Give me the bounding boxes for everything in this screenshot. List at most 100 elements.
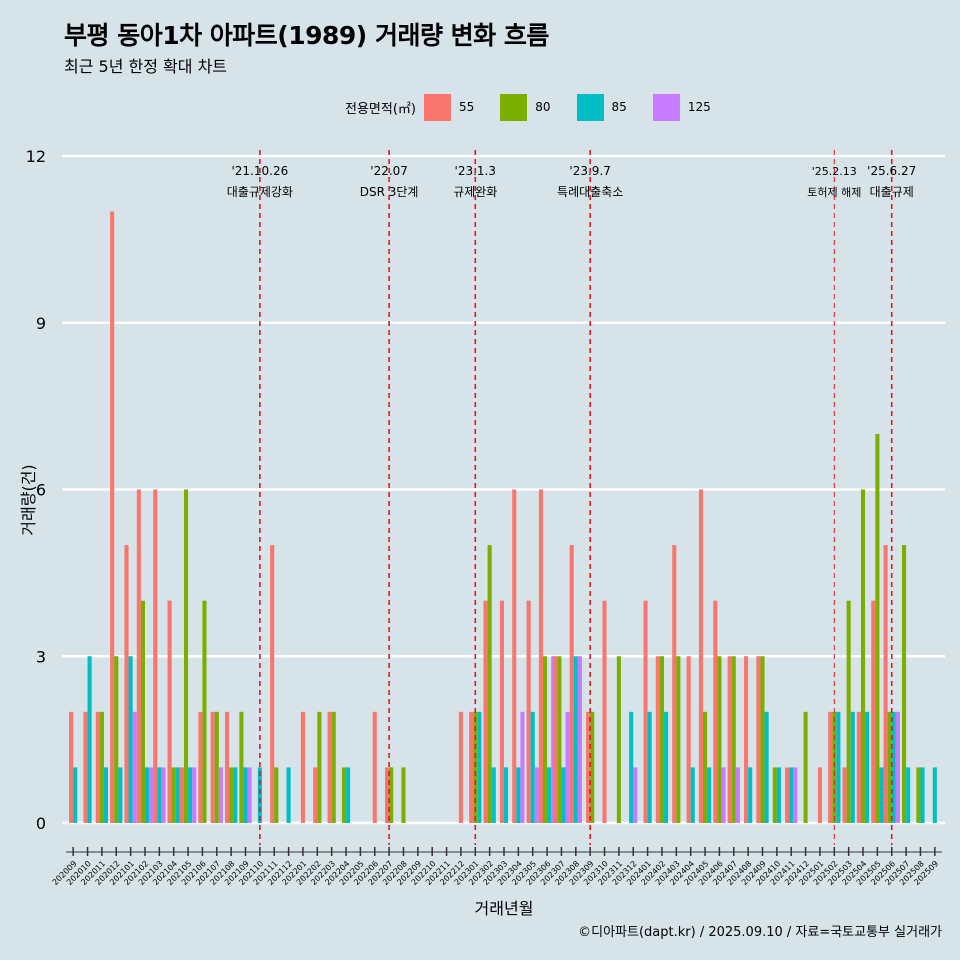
bar bbox=[247, 767, 252, 823]
bar bbox=[487, 545, 492, 823]
bar bbox=[602, 600, 607, 823]
legend-label-125: 125 bbox=[687, 100, 711, 114]
event-date-3: '23.9.7 bbox=[569, 164, 610, 178]
bar bbox=[676, 656, 681, 823]
bar bbox=[920, 767, 925, 823]
bar bbox=[136, 489, 141, 823]
bar bbox=[860, 489, 866, 823]
bar bbox=[99, 711, 104, 823]
bar bbox=[73, 767, 78, 823]
bar bbox=[573, 656, 578, 823]
bar bbox=[233, 767, 238, 823]
bar bbox=[504, 767, 509, 823]
bar bbox=[883, 545, 888, 823]
bar bbox=[69, 711, 74, 823]
caption: ©디아파트(dapt.kr) / 2025.09.10 / 자료=국토교통부 실… bbox=[578, 925, 942, 940]
bar bbox=[916, 767, 921, 823]
y-axis-title: 거래량(건) bbox=[19, 464, 38, 535]
bar bbox=[664, 711, 669, 823]
bar bbox=[183, 489, 189, 823]
bar bbox=[731, 656, 736, 823]
bar bbox=[286, 767, 291, 823]
bar bbox=[836, 711, 841, 823]
event-date-4: '25.2.13 bbox=[812, 165, 857, 178]
bar bbox=[157, 767, 162, 823]
bar bbox=[202, 600, 207, 823]
bar bbox=[875, 433, 880, 823]
bar bbox=[702, 711, 708, 823]
event-label-4: 토허제 해제 bbox=[807, 185, 861, 199]
bar bbox=[561, 767, 566, 823]
bar bbox=[713, 600, 718, 823]
y-tick-label-12: 12 bbox=[26, 147, 46, 166]
bar bbox=[832, 711, 837, 823]
legend-label-80: 80 bbox=[535, 100, 551, 114]
bar bbox=[161, 767, 166, 823]
bar bbox=[932, 767, 937, 823]
x-axis-title: 거래년월 bbox=[475, 899, 534, 918]
bar bbox=[586, 711, 591, 823]
bar bbox=[274, 767, 279, 823]
bar bbox=[210, 711, 215, 823]
bar bbox=[530, 711, 535, 823]
bar bbox=[887, 711, 892, 823]
bar bbox=[257, 767, 262, 823]
bar bbox=[616, 656, 621, 823]
legend-swatch-125 bbox=[652, 93, 680, 121]
bar bbox=[341, 767, 347, 823]
chart-subtitle: 최근 5년 한정 확대 차트 bbox=[64, 57, 228, 76]
bar bbox=[879, 767, 884, 823]
bar bbox=[577, 656, 582, 823]
bar bbox=[785, 767, 790, 823]
bar bbox=[346, 767, 351, 823]
bar bbox=[772, 767, 777, 823]
bar bbox=[686, 656, 691, 823]
bar bbox=[401, 767, 406, 823]
bar bbox=[590, 711, 595, 823]
bar bbox=[87, 656, 92, 823]
legend-swatch-55 bbox=[423, 93, 451, 121]
bar bbox=[748, 767, 753, 823]
bar bbox=[717, 656, 722, 823]
bar bbox=[491, 767, 496, 823]
bar bbox=[118, 767, 123, 823]
bar bbox=[469, 711, 474, 823]
event-label-2: 규제완화 bbox=[453, 185, 497, 199]
bar bbox=[744, 656, 749, 823]
bar bbox=[707, 767, 712, 823]
bar bbox=[565, 711, 570, 823]
bar bbox=[629, 711, 634, 823]
bar bbox=[175, 767, 180, 823]
bar bbox=[760, 656, 765, 823]
legend-swatch-80 bbox=[500, 93, 528, 121]
bar bbox=[534, 767, 539, 823]
y-tick-label-6: 6 bbox=[36, 481, 46, 500]
bar bbox=[789, 767, 794, 823]
bar bbox=[385, 767, 390, 823]
bar bbox=[690, 767, 695, 823]
bar bbox=[891, 711, 896, 823]
bar bbox=[313, 767, 318, 823]
bar bbox=[776, 767, 781, 823]
legend-label-85: 85 bbox=[611, 100, 627, 114]
bar bbox=[192, 767, 197, 823]
bar bbox=[300, 711, 306, 823]
bar bbox=[633, 767, 638, 823]
bar bbox=[224, 711, 230, 823]
event-date-5: '25.6.27 bbox=[867, 164, 916, 178]
bar bbox=[239, 711, 244, 823]
legend-swatch-85 bbox=[576, 93, 604, 121]
bar bbox=[149, 767, 154, 823]
y-tick-label-0: 0 bbox=[36, 814, 46, 833]
bar bbox=[473, 711, 478, 823]
bar bbox=[803, 711, 808, 823]
bar bbox=[270, 545, 275, 823]
bar bbox=[458, 711, 463, 823]
bar bbox=[865, 711, 870, 823]
bar bbox=[372, 711, 377, 823]
bar bbox=[218, 767, 223, 823]
bar bbox=[128, 656, 133, 823]
legend-item-80: 80 bbox=[500, 93, 572, 121]
event-date-1: '22.07 bbox=[370, 164, 408, 178]
bar bbox=[817, 767, 822, 823]
